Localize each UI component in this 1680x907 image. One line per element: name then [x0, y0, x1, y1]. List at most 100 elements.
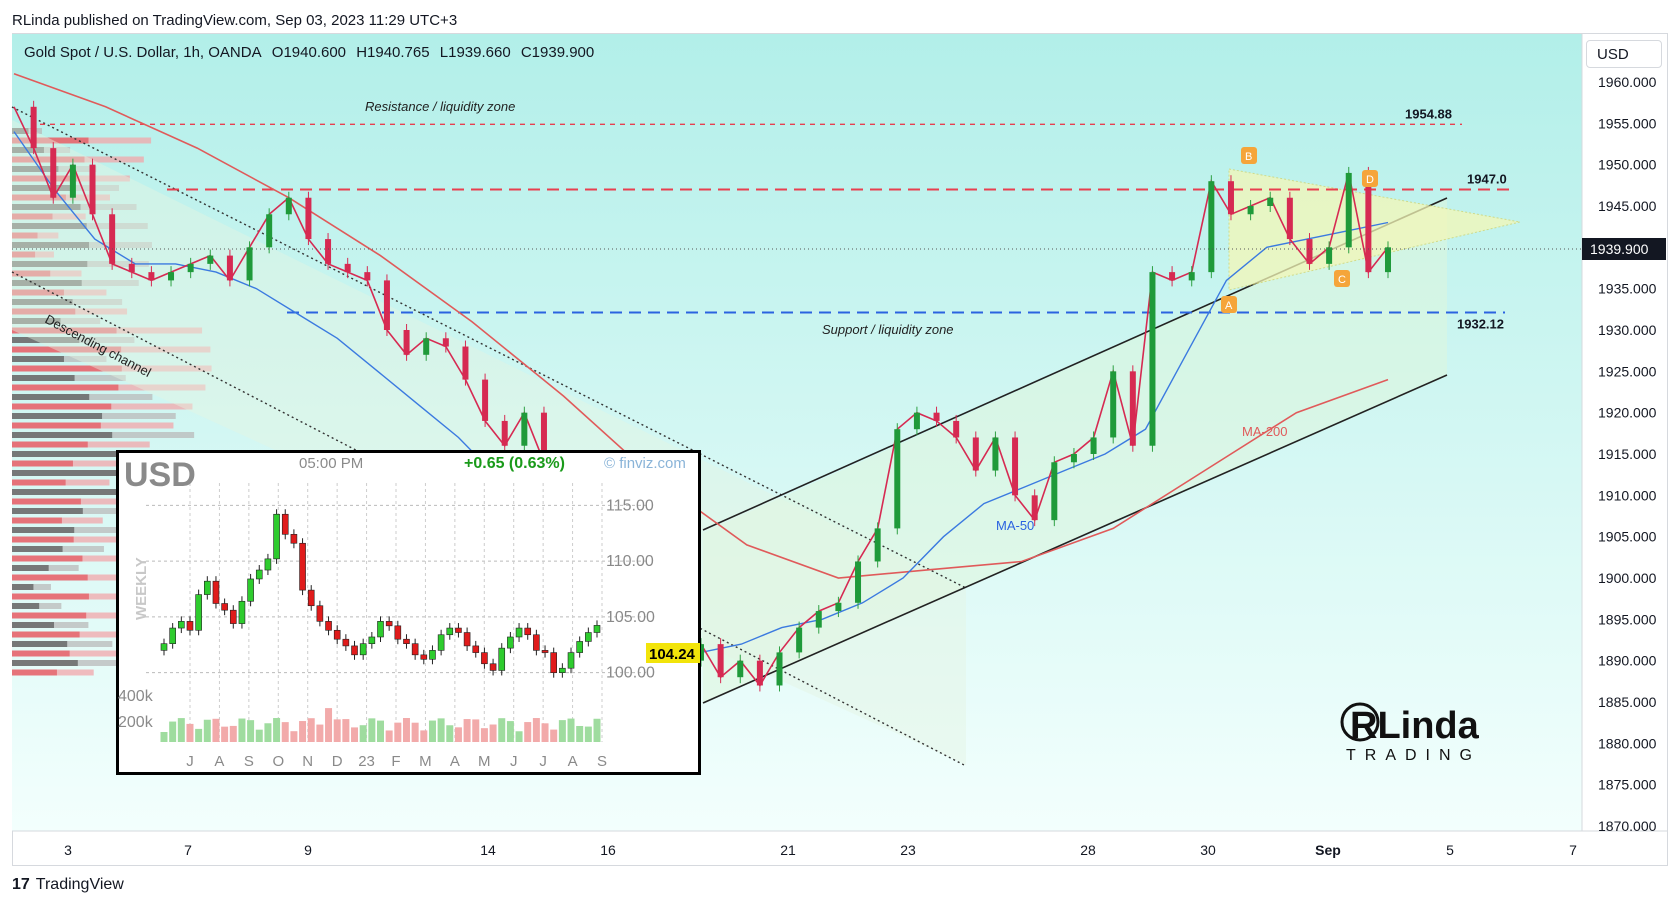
inset-y-tick: 115.00: [606, 497, 654, 514]
inset-y-tick: 110.00: [606, 553, 654, 570]
volume-profile-bar: [12, 261, 88, 267]
volume-profile-bar: [12, 593, 89, 600]
annotation-resistance: Resistance / liquidity zone: [365, 99, 515, 114]
annotation-support: Support / liquidity zone: [822, 322, 954, 337]
inset-candle: [489, 663, 497, 671]
volume-profile-bar: [12, 489, 121, 495]
price-candle: [1385, 247, 1391, 273]
inset-volume-bar: [558, 720, 566, 742]
volume-profile-bar: [12, 194, 66, 201]
price-candle: [1012, 437, 1019, 496]
rlinda-logo: RLinda TRADING: [1340, 702, 1480, 764]
volume-profile-bar: [12, 517, 62, 524]
price-candle: [148, 272, 155, 281]
inset-candle: [411, 643, 419, 656]
price-candle: [894, 429, 901, 529]
price-candle: [1286, 197, 1293, 240]
price-tick-label: 1895.000: [1598, 611, 1657, 627]
inset-volume-tick: 400k: [118, 688, 154, 705]
logo-line1: RLinda: [1350, 705, 1480, 747]
inset-volume-bar: [351, 727, 359, 742]
price-tick-label: 1945.000: [1598, 198, 1657, 214]
price-candle: [1267, 197, 1274, 206]
inset-candle: [281, 513, 289, 535]
ascending-channel-bottom: [702, 374, 1448, 704]
svg-text:A: A: [1225, 300, 1233, 312]
volume-profile-bar: [12, 603, 40, 609]
volume-profile-bar: [12, 631, 80, 638]
price-candle: [1208, 181, 1215, 273]
currency-button[interactable]: USD: [1586, 40, 1662, 68]
inset-volume-bar: [221, 726, 229, 742]
price-candle: [815, 611, 822, 628]
inset-volume-bar: [567, 718, 575, 742]
price-candle: [1129, 371, 1136, 446]
volume-profile-bar: [12, 156, 85, 163]
price-tick-label: 1925.000: [1598, 363, 1657, 379]
inset-candle: [255, 569, 263, 580]
legend-high: H1940.765: [356, 44, 430, 61]
triangle-pattern: [1228, 168, 1521, 291]
tradingview-logo-icon: 17: [12, 876, 30, 893]
inset-x-tick: S: [597, 753, 607, 770]
inset-candle: [515, 627, 523, 638]
inset-candle: [325, 621, 332, 631]
level-label: 1954.88: [1405, 106, 1452, 121]
inset-volume-bar: [454, 727, 462, 742]
inset-candle: [507, 636, 514, 649]
inset-candle: [299, 542, 306, 591]
inset-volume-bar: [377, 720, 384, 742]
tradingview-brand[interactable]: 17 TradingView: [12, 876, 124, 894]
inset-volume-bar: [515, 731, 523, 742]
inset-volume-bar: [238, 718, 246, 742]
volume-profile-bar: [12, 175, 77, 182]
descending-shade: [12, 120, 966, 765]
time-tick-label: 28: [1080, 842, 1096, 858]
price-candle: [30, 106, 37, 149]
price-candle: [855, 561, 862, 603]
volume-profile-bar: [12, 137, 89, 144]
inset-candle: [273, 513, 280, 560]
volume-profile-bar: [12, 403, 112, 410]
inset-volume-bar: [299, 721, 307, 742]
inset-volume-bar: [446, 725, 454, 742]
inset-candle: [524, 627, 532, 636]
inset-volume-bar: [480, 728, 488, 742]
inset-candle: [559, 667, 566, 673]
time-tick-label: 3: [64, 842, 72, 858]
volume-profile-bar: [12, 327, 117, 334]
price-candle: [462, 346, 469, 380]
inset-volume-bar: [281, 722, 289, 742]
volume-profile-bar: [12, 460, 73, 467]
price-tick-label: 1870.000: [1598, 818, 1657, 834]
inset-volume-tick: 200k: [118, 714, 154, 731]
inset-volume-bar: [255, 729, 263, 742]
inset-candle: [195, 594, 202, 631]
price-candle: [50, 148, 57, 198]
inset-volume-bar: [385, 730, 393, 742]
inset-volume-bar: [368, 718, 376, 742]
inset-candle: [377, 621, 384, 638]
price-candle: [1090, 437, 1097, 454]
volume-profile-bar: [12, 365, 122, 372]
volume-profile-bar: [12, 479, 66, 486]
price-candle: [874, 528, 881, 562]
volume-profile-bar: [12, 384, 119, 391]
price-candle: [344, 263, 351, 273]
inset-candle: [472, 645, 480, 653]
time-tick-label: 23: [900, 842, 916, 858]
inset-volume-bar: [584, 726, 592, 742]
inset-candle: [342, 638, 350, 647]
volume-profile-bar: [12, 185, 71, 191]
volume-profile-bar: [12, 622, 55, 628]
inset-volume-bar: [342, 719, 350, 742]
volume-profile-bar: [12, 375, 75, 381]
volume-profile-bar: [12, 555, 83, 562]
legend-close: C1939.900: [520, 44, 595, 61]
inset-candle: [169, 627, 176, 644]
price-candle: [756, 660, 763, 686]
svg-text:C: C: [1338, 274, 1346, 286]
price-tick-label: 1875.000: [1598, 777, 1657, 793]
legend-open: O1940.600: [271, 44, 347, 61]
